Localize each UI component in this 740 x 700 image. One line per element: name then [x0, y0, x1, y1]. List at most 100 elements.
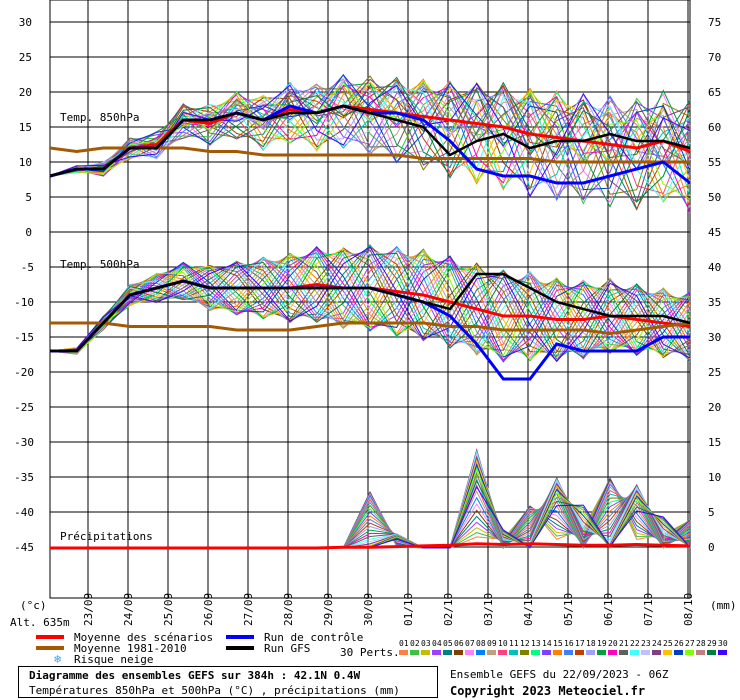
- x-tick-label: 03/10: [482, 593, 495, 626]
- legend-pert-swatch: [410, 650, 419, 655]
- legend-pert-swatch: [663, 650, 672, 655]
- y-tick-500-left: -45: [14, 541, 34, 554]
- legend-pert-swatch: [509, 650, 518, 655]
- legend-pert-swatch: [641, 650, 650, 655]
- pert-500-13: [49, 253, 691, 361]
- legend-pert-number: 29: [707, 639, 717, 648]
- pert-500-14: [49, 249, 691, 363]
- y-tick-500-left: -35: [14, 471, 34, 484]
- legend-pert-number: 07: [465, 639, 475, 648]
- legend-pert-number: 12: [520, 639, 530, 648]
- legend-pert-number: 01: [399, 639, 409, 648]
- legend-pert-swatch: [520, 650, 529, 655]
- y-tick-500-right: 0: [708, 541, 715, 554]
- pert-500-28: [49, 250, 691, 355]
- y-tick-500-left: -25: [14, 401, 34, 414]
- legend-pert-number: 21: [619, 639, 629, 648]
- y-tick-500-left: -5: [21, 261, 34, 274]
- y-tick-850-right: 55: [708, 156, 721, 169]
- footer-title: Diagramme des ensembles GEFS sur 384h : …: [29, 669, 361, 682]
- legend-pert-number: 27: [685, 639, 695, 648]
- y-tick-500-left: -30: [14, 436, 34, 449]
- legend-pert-swatch: [476, 650, 485, 655]
- legend-pert-number: 10: [498, 639, 508, 648]
- legend-label-gfs: Run GFS: [264, 642, 310, 655]
- x-axis-labels: 23/09 24/09 25/09 26/09 27/09 28/09 29/09 30/09…: [10, 593, 737, 629]
- y-tick-500-right: 35: [708, 296, 721, 309]
- y-tick-850-right: 65: [708, 86, 721, 99]
- legend-pert-swatch: [619, 650, 628, 655]
- pert-500-11: [49, 244, 691, 362]
- y-tick-850-left: 0: [25, 226, 32, 239]
- pert-850-20: [49, 84, 691, 214]
- pert-500-6: [49, 247, 691, 359]
- y-axis-labels: 30252015105075706560555045-5-10-15-20-25…: [14, 16, 721, 554]
- x-tick-label: 30/09: [362, 593, 375, 626]
- y-tick-850-right: 70: [708, 51, 721, 64]
- legend-pert-swatch: [586, 650, 595, 655]
- x-tick-label: 05/10: [562, 593, 575, 626]
- legend-label-clim: Moyenne 1981-2010: [74, 642, 187, 655]
- series-500-run-gfs: [50, 272, 691, 353]
- run-info: Ensemble GEFS du 22/09/2023 - 06Z: [450, 668, 669, 681]
- y-tick-500-right: 20: [708, 401, 721, 414]
- legend-pert-swatch: [399, 650, 408, 655]
- legend-pert-swatch: [454, 650, 463, 655]
- legend-pert-swatch: [575, 650, 584, 655]
- legend-pert-number: 11: [509, 639, 519, 648]
- series-850-run-gfs: [49, 104, 691, 178]
- legend-pert-swatch: [498, 650, 507, 655]
- legend-pert-number: 14: [542, 639, 552, 648]
- right-unit: (mm): [710, 599, 737, 612]
- copyright: Copyright 2023 Meteociel.fr: [450, 684, 646, 698]
- y-tick-850-right: 50: [708, 191, 721, 204]
- footer-title-box: Diagramme des ensembles GEFS sur 384h : …: [18, 666, 438, 698]
- pert-500-4: [49, 247, 691, 360]
- legend-pert-swatch: [443, 650, 452, 655]
- legend-label-snow: Risque neige: [74, 653, 153, 666]
- legend-pert-swatch: [707, 650, 716, 655]
- legend-pert-number: 23: [641, 639, 651, 648]
- y-tick-500-right: 5: [708, 506, 715, 519]
- altitude-label: Alt. 635m: [10, 616, 70, 629]
- legend-pert-swatch: [531, 650, 540, 655]
- y-tick-500-right: 15: [708, 436, 721, 449]
- x-tick-label: 24/09: [122, 593, 135, 626]
- y-tick-850-right: 75: [708, 16, 721, 29]
- legend-pert-swatch: [630, 650, 639, 655]
- y-tick-500-right: 25: [708, 366, 721, 379]
- legend-pert-number: 24: [652, 639, 662, 648]
- pert-500-8: [49, 252, 691, 363]
- legend-label-control: Run de contrôle: [264, 631, 363, 644]
- left-unit: (°c): [20, 599, 47, 612]
- pert-500-16: [49, 245, 691, 357]
- legend-pert-number: 17: [575, 639, 585, 648]
- main-series-lines: [49, 104, 691, 550]
- x-tick-label: 06/10: [602, 593, 615, 626]
- y-tick-850-left: 5: [25, 191, 32, 204]
- x-tick-label: 04/10: [522, 593, 535, 626]
- x-tick-label: 28/09: [282, 593, 295, 626]
- pert-500-25: [49, 248, 691, 361]
- legend-pert-swatch: [608, 650, 617, 655]
- legend-pert-number: 08: [476, 639, 486, 648]
- y-tick-850-left: 10: [19, 156, 32, 169]
- x-tick-label: 26/09: [202, 593, 215, 626]
- x-tick-label: 29/09: [322, 593, 335, 626]
- pert-850-25: [49, 81, 691, 182]
- legend-label-scenarios: Moyenne des scénarios: [74, 631, 213, 644]
- legend-pert-swatch: [564, 650, 573, 655]
- y-tick-500-left: -10: [14, 296, 34, 309]
- x-tick-label: 02/10: [442, 593, 455, 626]
- legend-pert-swatch: [421, 650, 430, 655]
- legend-pert-number: 28: [696, 639, 706, 648]
- legend-pert-swatch: [542, 650, 551, 655]
- legend-pert-swatch: [597, 650, 606, 655]
- y-tick-850-left: 20: [19, 86, 32, 99]
- x-tick-label: 25/09: [162, 593, 175, 626]
- y-tick-850-left: 25: [19, 51, 32, 64]
- y-tick-500-left: -20: [14, 366, 34, 379]
- legend-pert-swatch: [674, 650, 683, 655]
- legend-pert-number: 22: [630, 639, 640, 648]
- legend-pert-swatch: [432, 650, 441, 655]
